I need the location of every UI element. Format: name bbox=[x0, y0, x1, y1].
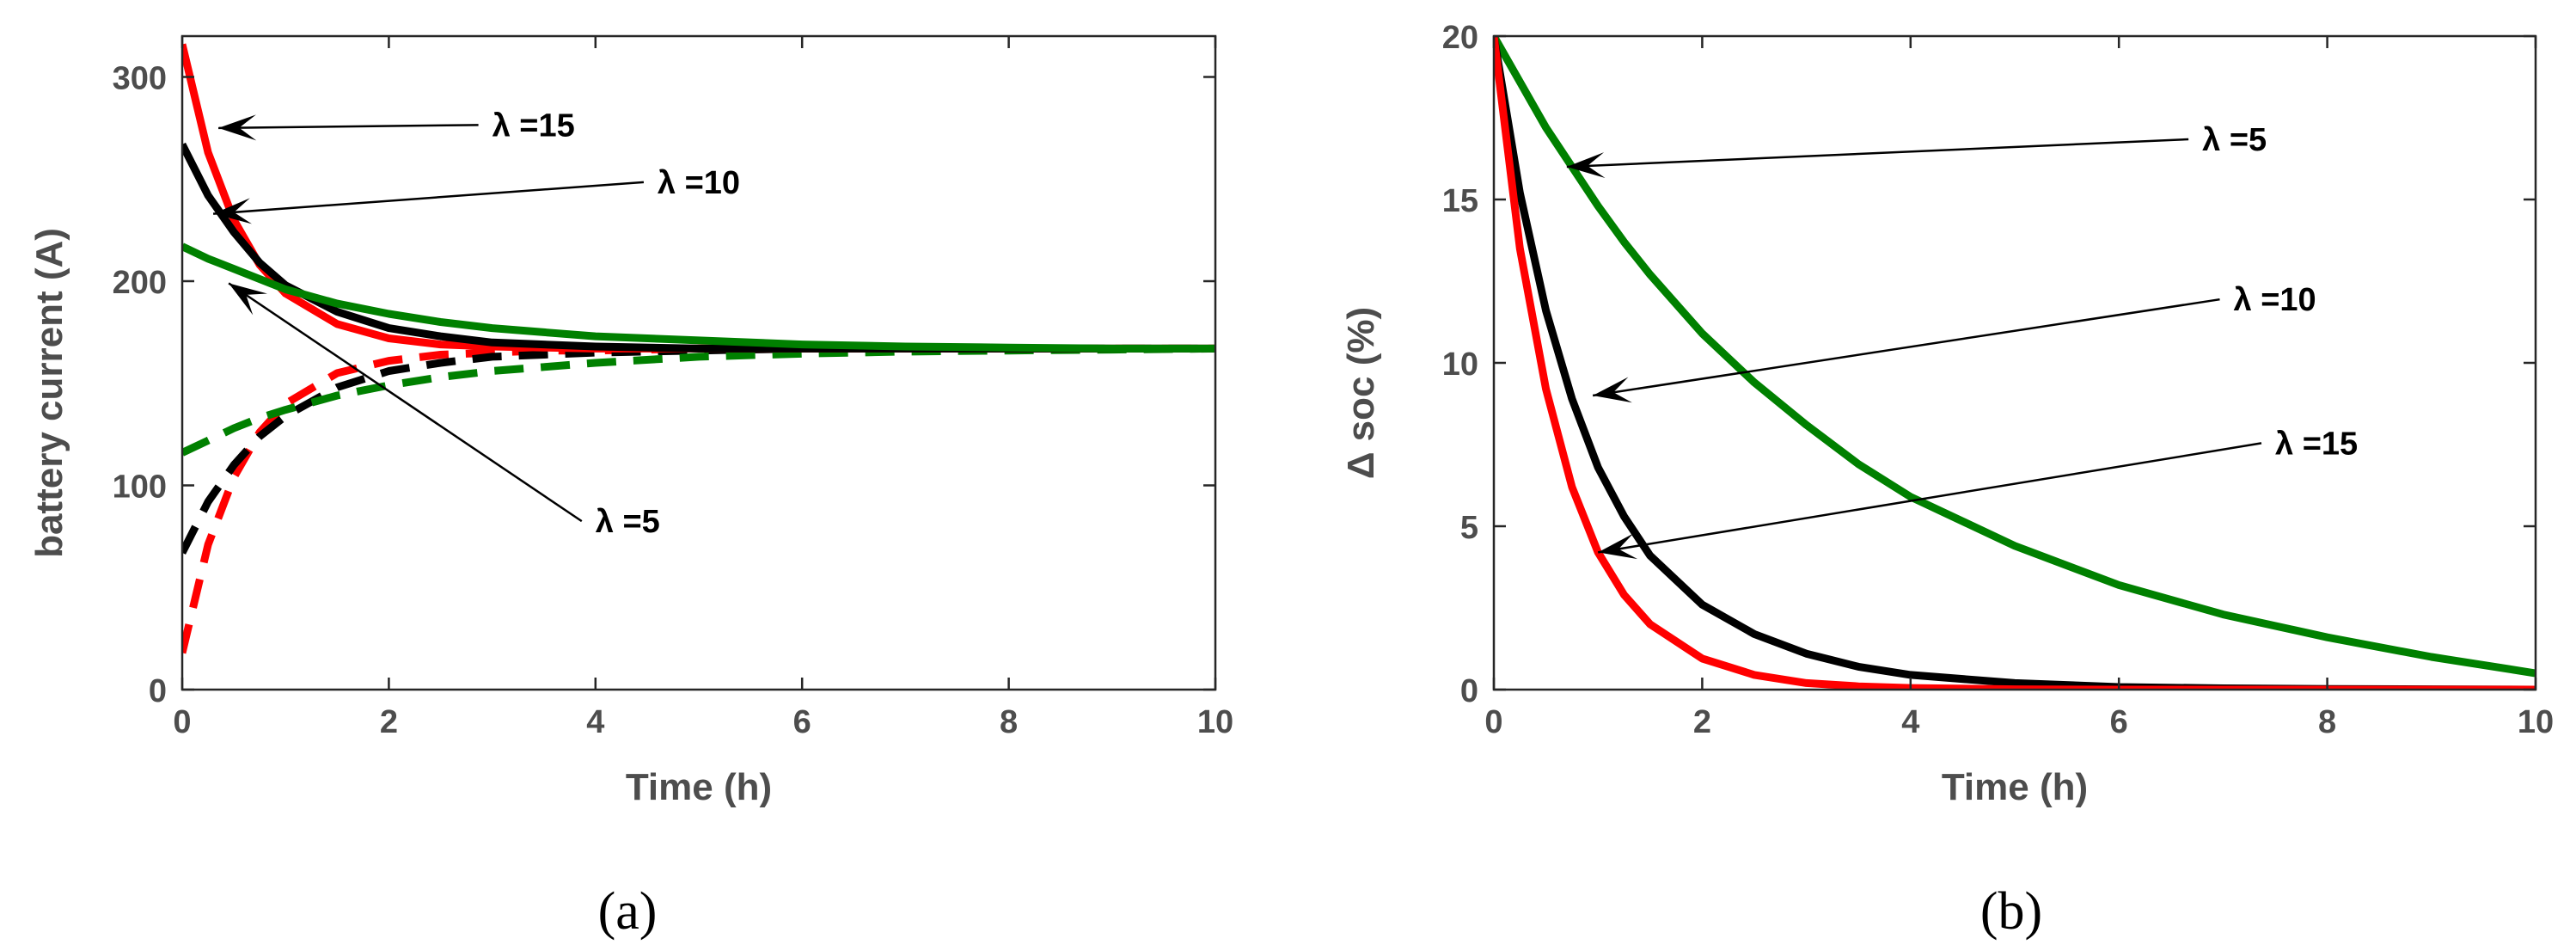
annotation-label: λ =15 bbox=[493, 107, 575, 144]
y-tick-label: 10 bbox=[1442, 347, 1478, 383]
annotation-arrow-line bbox=[1566, 138, 2189, 169]
series-line-dashed-008000 bbox=[182, 344, 1215, 457]
axes-frame bbox=[1492, 34, 2537, 691]
y-tick-label: 200 bbox=[113, 265, 167, 301]
x-tick-label: 8 bbox=[1000, 704, 1018, 740]
x-tick-label: 10 bbox=[1197, 704, 1233, 740]
annotation-group: λ =5 λ =10 λ =15 bbox=[1566, 122, 2358, 560]
y-axis-label: battery current (A) bbox=[28, 228, 70, 558]
y-tick-label: 100 bbox=[113, 469, 167, 506]
annotation-label: λ =15 bbox=[2275, 426, 2358, 462]
series-line-dashed-000000 bbox=[182, 344, 1215, 555]
axes-frame bbox=[181, 34, 1217, 691]
x-tick-label: 0 bbox=[173, 704, 191, 740]
panel-caption: (a) bbox=[598, 882, 658, 941]
annotation-arrow-line bbox=[1597, 442, 2262, 554]
x-tick-label: 6 bbox=[2110, 704, 2128, 740]
x-tick-label: 0 bbox=[1484, 704, 1502, 740]
annotation-arrow-line bbox=[218, 124, 479, 130]
tick-group: 0 2 4 6 8 10 0 5 10 15 20 bbox=[1442, 20, 2554, 740]
x-tick-label: 6 bbox=[793, 704, 811, 740]
y-tick-label: 0 bbox=[1460, 673, 1478, 709]
annotation-arrow-line bbox=[212, 181, 645, 215]
series-group bbox=[1494, 36, 2536, 690]
x-tick-label: 4 bbox=[1901, 704, 1919, 740]
annotation-arrowhead bbox=[1598, 533, 1638, 560]
series-line-solid-008000 bbox=[1494, 36, 2536, 678]
y-tick-label: 5 bbox=[1460, 510, 1478, 546]
y-tick-label: 15 bbox=[1442, 183, 1478, 219]
y-tick-label: 300 bbox=[113, 61, 167, 97]
x-axis-label: Time (h) bbox=[1942, 766, 2088, 808]
annotation-label: λ =5 bbox=[2202, 122, 2267, 158]
annotation-arrow-line bbox=[1592, 298, 2220, 397]
series-line-solid-008000 bbox=[182, 242, 1215, 353]
x-tick-label: 4 bbox=[586, 704, 604, 740]
annotation-arrowhead bbox=[218, 114, 257, 141]
x-tick-label: 2 bbox=[1693, 704, 1711, 740]
annotation-arrowhead bbox=[1593, 377, 1632, 403]
y-tick-label: 0 bbox=[149, 673, 167, 709]
annotation-arrow-line bbox=[228, 282, 583, 523]
x-tick-label: 2 bbox=[380, 704, 398, 740]
y-axis-label: Δ soc (%) bbox=[1340, 307, 1382, 479]
panel-caption: (b) bbox=[1980, 882, 2042, 941]
series-line-solid-000000 bbox=[1494, 36, 2536, 690]
annotation-group: λ =15 λ =10 λ =5 bbox=[212, 107, 740, 540]
annotation-arrowhead bbox=[1566, 152, 1606, 178]
x-tick-label: 10 bbox=[2518, 704, 2554, 740]
y-tick-label: 20 bbox=[1442, 20, 1478, 56]
annotation-arrowhead bbox=[229, 283, 267, 316]
series-line-solid-ff0000 bbox=[1494, 36, 2536, 690]
x-tick-label: 8 bbox=[2318, 704, 2336, 740]
x-axis-label: Time (h) bbox=[626, 766, 772, 808]
annotation-label: λ =5 bbox=[596, 504, 660, 540]
annotation-arrowhead bbox=[213, 198, 252, 224]
annotation-label: λ =10 bbox=[658, 165, 740, 201]
series-group bbox=[182, 43, 1215, 654]
annotation-label: λ =10 bbox=[2234, 282, 2316, 318]
